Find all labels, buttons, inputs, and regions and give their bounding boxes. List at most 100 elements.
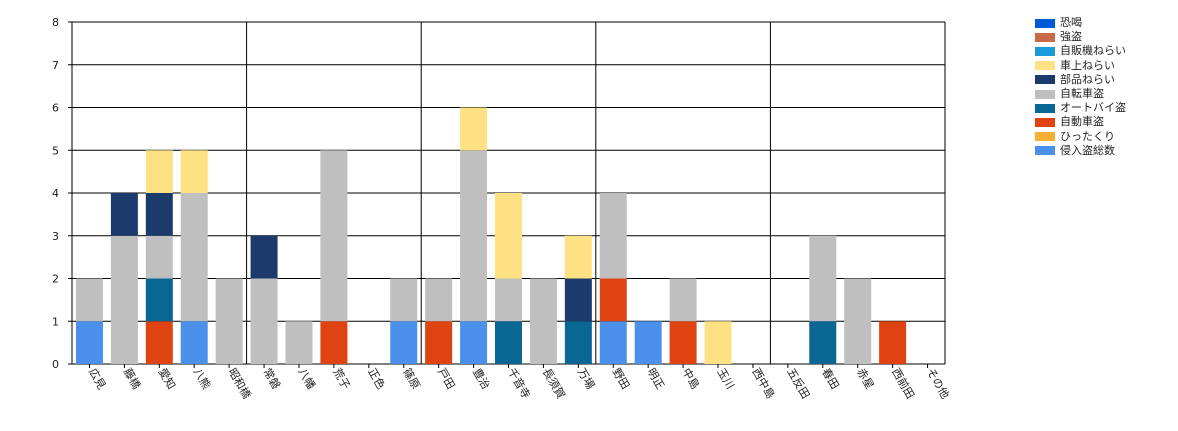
y-tick-label: 7 [52, 59, 59, 72]
x-tick-label: その他 [924, 366, 952, 401]
bar-segment [564, 278, 592, 322]
legend-item: ひったくり [1035, 130, 1126, 144]
x-tick-label: 昭和橋 [226, 366, 255, 402]
bar-segment [460, 107, 488, 151]
legend-label: オートバイ盗 [1060, 101, 1126, 115]
x-tick-label: 豊治 [470, 366, 493, 392]
x-tick-label: 玉川 [714, 366, 736, 392]
legend-item: オートバイ盗 [1035, 101, 1126, 115]
x-tick-label: 春田 [819, 366, 841, 392]
bar-segment [215, 278, 243, 364]
y-tick-label: 3 [52, 230, 59, 243]
bar-segment [180, 150, 208, 193]
bar-segment [250, 235, 278, 279]
bar-segment [460, 321, 488, 364]
legend-swatch [1035, 132, 1055, 142]
bar-segment [669, 278, 697, 322]
bar-segment [669, 321, 697, 364]
bar-segment [110, 193, 138, 236]
bar-segment [145, 235, 173, 279]
bar-segment [879, 321, 907, 364]
legend-item: 自販機ねらい [1035, 44, 1126, 58]
legend-swatch [1035, 32, 1055, 42]
bar-segment [809, 235, 837, 322]
y-tick-label: 0 [52, 358, 59, 371]
bar-segment [634, 321, 662, 364]
legend-item: 侵入盗総数 [1035, 144, 1126, 158]
bar-segment [320, 321, 348, 364]
x-tick-label: 篠原 [400, 366, 423, 392]
legend-swatch [1035, 18, 1055, 28]
x-tick-label: 五反田 [784, 366, 812, 401]
bar-segment [180, 321, 208, 364]
x-tick-label: 正色 [365, 366, 388, 392]
bar-segment [320, 150, 348, 322]
bar-segment [145, 193, 173, 236]
legend-swatch [1035, 46, 1055, 56]
x-tick-label: 戸田 [435, 366, 457, 392]
x-tick-label: 常磐 [260, 366, 283, 392]
chart-legend: 恐喝 強盗 自販機ねらい 車上ねらい 部品ねらい 自転車盗 オートバイ盗 自動車盗 ひったくり侵… [1035, 16, 1126, 158]
bar-segment [460, 150, 488, 322]
bar-segment [529, 278, 557, 364]
legend-label: 自動車盗 [1060, 115, 1104, 129]
x-tick-label: 中島 [680, 366, 703, 392]
x-tick-label: 八幡 [295, 366, 318, 392]
legend-label: 部品ねらい [1060, 72, 1115, 86]
bar-segment [145, 150, 173, 193]
y-tick-label: 8 [52, 16, 59, 29]
y-tick-label: 5 [52, 144, 59, 157]
x-tick-label: 野田 [610, 366, 632, 392]
x-tick-label: 西中島 [749, 366, 778, 402]
bar-segment [250, 278, 278, 364]
legend-swatch [1035, 146, 1055, 156]
bar-segment [75, 278, 103, 322]
legend-swatch [1035, 61, 1055, 71]
legend-item: 強盗 [1035, 30, 1126, 44]
x-tick-label: 明正 [645, 366, 667, 392]
bar-segment [425, 278, 453, 322]
legend-item: 自転車盗 [1035, 87, 1126, 101]
x-tick-label: 西前田 [889, 366, 918, 402]
x-tick-label: 長須賀 [540, 366, 568, 401]
legend-label: ひったくり [1060, 129, 1115, 143]
legend-swatch [1035, 75, 1055, 85]
y-tick-label: 6 [52, 102, 59, 115]
bar-segment [704, 321, 732, 364]
legend-item: 部品ねらい [1035, 73, 1126, 87]
bar-segment [564, 321, 592, 364]
bar-segment [390, 278, 418, 322]
bar-segment [495, 278, 522, 322]
y-tick-label: 4 [52, 187, 59, 200]
bar-segment [145, 321, 173, 364]
legend-swatch [1035, 103, 1055, 113]
x-tick-label: 赤星 [854, 366, 876, 392]
legend-label: 車上ねらい [1060, 58, 1115, 72]
bar-segment [75, 321, 103, 364]
bar-segment [809, 321, 837, 364]
legend-item: 自動車盗 [1035, 115, 1126, 129]
x-tick-label: 荒子 [330, 366, 352, 392]
y-tick-label: 2 [52, 273, 59, 286]
legend-label: 自販機ねらい [1060, 44, 1126, 58]
bar-segment [425, 321, 453, 364]
x-tick-label: 藤橋 [121, 366, 144, 392]
x-tick-label: 愛知 [156, 366, 179, 392]
bar-segment [390, 321, 418, 364]
legend-label: 自転車盗 [1060, 87, 1104, 101]
legend-swatch [1035, 117, 1055, 127]
x-tick-label: 千音寺 [505, 366, 534, 402]
bar-segment [599, 193, 627, 279]
x-tick-label: 万場 [575, 366, 597, 392]
legend-label: 強盗 [1060, 30, 1082, 44]
bar-segment [180, 193, 208, 322]
x-tick-label: 広見 [86, 366, 108, 392]
bar-segment [145, 278, 173, 322]
bar-segment [844, 278, 872, 364]
legend-item: 車上ねらい [1035, 59, 1126, 73]
legend-swatch [1035, 89, 1055, 99]
bar-segment [495, 321, 522, 364]
legend-label: 恐喝 [1060, 16, 1082, 30]
